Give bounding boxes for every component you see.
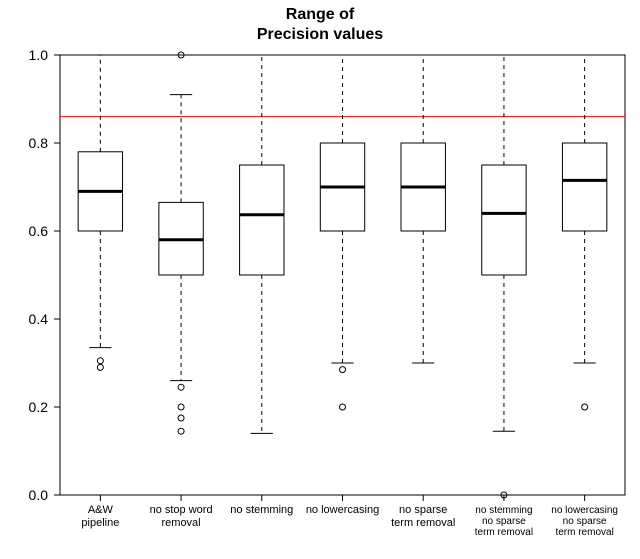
svg-text:no lowercasing: no lowercasing <box>551 505 618 516</box>
svg-text:0.4: 0.4 <box>29 311 49 327</box>
svg-text:no stemming: no stemming <box>230 504 293 516</box>
svg-text:0.0: 0.0 <box>29 487 49 503</box>
svg-text:term removal: term removal <box>391 517 455 529</box>
svg-text:no stop word: no stop word <box>150 504 213 516</box>
svg-text:0.6: 0.6 <box>29 223 49 239</box>
boxplot-svg: 0.0 0.2 0.4 0.6 0.8 1.0 A&Wpipeline no stop wor… <box>0 0 640 559</box>
svg-text:no sparse: no sparse <box>399 504 447 516</box>
svg-text:0.8: 0.8 <box>29 135 49 151</box>
svg-text:pipeline: pipeline <box>81 517 119 529</box>
svg-text:A&W: A&W <box>88 504 114 516</box>
svg-text:no sparse: no sparse <box>482 516 526 527</box>
svg-text:term removal: term removal <box>555 527 613 538</box>
svg-text:no stemming: no stemming <box>475 505 532 516</box>
svg-text:removal: removal <box>162 517 201 529</box>
svg-text:no lowercasing: no lowercasing <box>306 504 379 516</box>
svg-text:1.0: 1.0 <box>29 47 49 63</box>
svg-text:0.2: 0.2 <box>29 399 49 415</box>
svg-text:no sparse: no sparse <box>563 516 607 527</box>
svg-text:term removal: term removal <box>475 527 533 538</box>
